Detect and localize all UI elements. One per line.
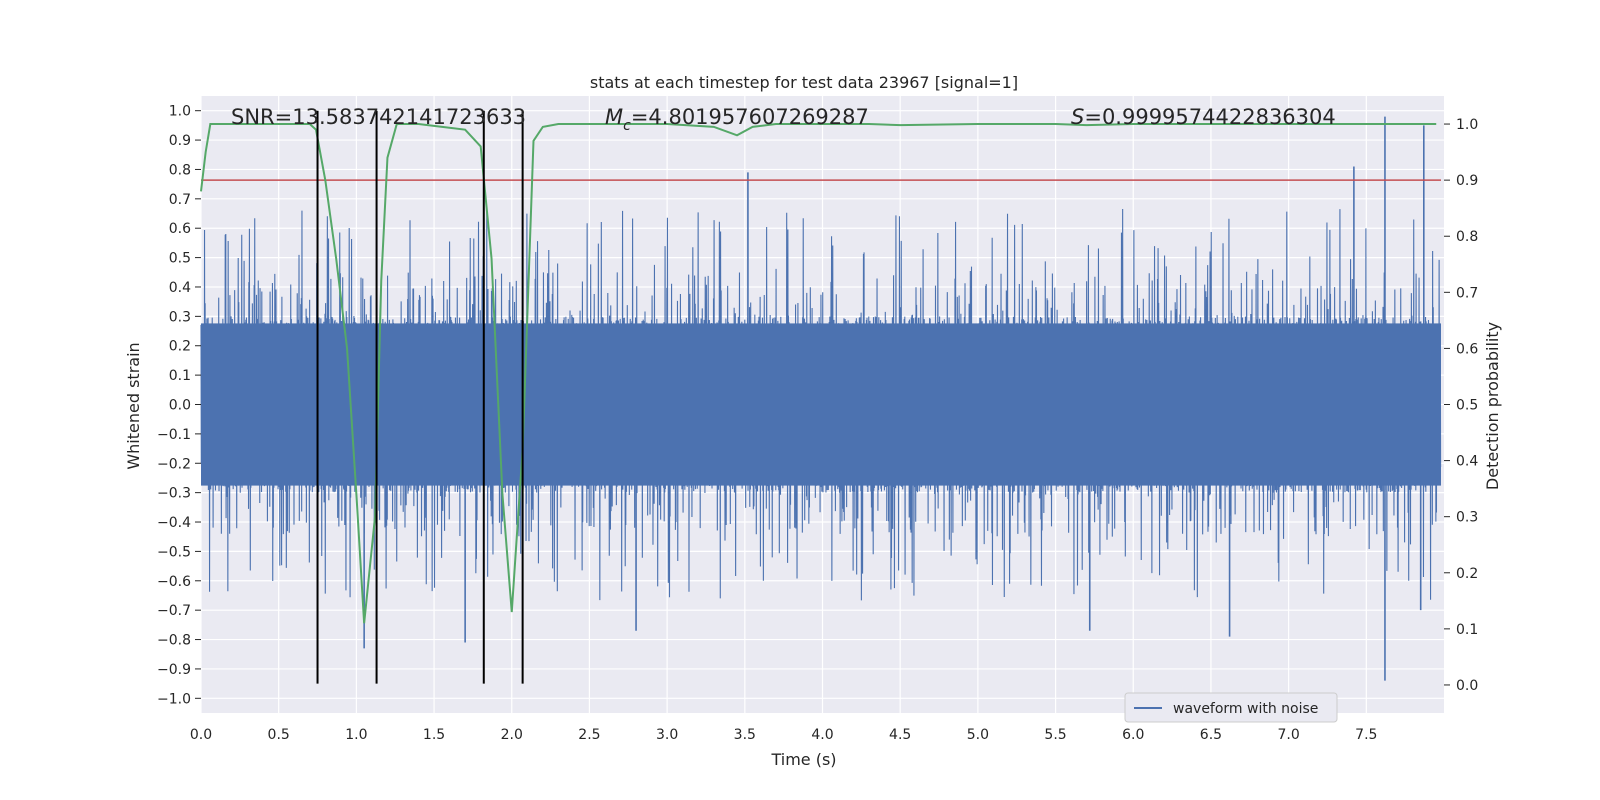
y-tick-label: 0.8 [169,162,191,178]
y-tick-label: −0.6 [157,574,191,590]
x-tick-label: 2.0 [501,727,523,743]
x-tick-label: 3.5 [734,727,756,743]
y-right-tick-label: 0.1 [1456,622,1478,638]
y-right-tick-label: 0.6 [1456,341,1478,357]
y-tick-label: 0.3 [169,309,191,325]
score-value: =0.9999574422836304 [1084,105,1335,129]
y-right-tick-label: 0.9 [1456,173,1478,189]
legend-label: waveform with noise [1173,701,1318,717]
x-tick-label: 7.0 [1277,727,1299,743]
y-right-tick-label: 0.4 [1456,454,1478,470]
legend-box [1124,692,1338,723]
x-tick-label: 2.5 [578,727,600,743]
chirp-mass-annotation: Mc=4.801957607269287 [605,105,869,134]
y-tick-label: −0.4 [157,515,191,531]
y-tick-label: 1.0 [169,104,191,120]
x-tick-label: 1.0 [345,727,367,743]
chart-title: stats at each timestep for test data 239… [590,73,1018,92]
y-axis-title: Whitened strain [124,342,143,469]
y-tick-label: −0.2 [157,456,191,472]
y-tick-label: 0.1 [169,368,191,384]
y-tick-label: 0.6 [169,221,191,237]
x-axis-title: Time (s) [770,750,836,769]
x-axis-ticks: 0.0 0.5 1.0 1.5 2.0 2.5 3.0 3.5 4.0 4.5 5.0 5.5 6.0 6… [190,727,1378,743]
y-tick-label: −0.9 [157,662,191,678]
x-tick-label: 1.5 [423,727,445,743]
x-tick-label: 4.0 [811,727,833,743]
y-axis-right-ticks: 1.0 0.9 0.8 0.7 0.6 0.5 0.4 0.3 0.2 0.1 0.0 [1444,117,1478,694]
y-tick-label: −0.8 [157,633,191,649]
x-tick-label: 6.0 [1122,727,1144,743]
y-right-tick-label: 0.2 [1456,566,1478,582]
y-right-tick-label: 1.0 [1456,117,1478,133]
legend: waveform with noise [1124,692,1338,723]
score-symbol: S [1071,105,1084,129]
x-tick-label: 6.5 [1200,727,1222,743]
y-tick-label: 0.2 [169,339,191,355]
y-tick-label: 0.9 [169,133,191,149]
snr-annotation: SNR=13.583742141723633 [231,105,526,129]
y-right-tick-label: 0.0 [1456,678,1478,694]
x-tick-label: 5.0 [967,727,989,743]
y-tick-label: −0.7 [157,603,191,619]
y-tick-label: −0.1 [157,427,191,443]
y-tick-label: −1.0 [157,691,191,707]
chirp-mass-value: =4.801957607269287 [631,105,869,129]
y-right-tick-label: 0.7 [1456,285,1478,301]
y-tick-label: −0.5 [157,544,191,560]
y-axis-right-title: Detection probability [1483,322,1502,490]
x-tick-label: 4.5 [889,727,911,743]
x-tick-label: 7.5 [1355,727,1377,743]
waveform-series [200,116,1442,681]
score-annotation: S=0.9999574422836304 [1071,105,1336,129]
probability-line [200,123,1437,624]
x-tick-label: 0.0 [190,727,212,743]
y-right-tick-label: 0.5 [1456,398,1478,414]
y-axis-ticks: 1.0 0.9 0.8 0.7 0.6 0.5 0.4 0.3 0.2 0.1 0.0 −0.1 −0.… [157,104,201,707]
chirp-mass-symbol: M [605,105,623,129]
x-tick-label: 3.0 [656,727,678,743]
waveform-core [201,323,1441,486]
y-right-tick-label: 0.3 [1456,510,1478,526]
chirp-mass-subscript: c [623,118,631,134]
probability-series [200,123,1437,624]
y-tick-label: −0.3 [157,486,191,502]
x-tick-label: 0.5 [268,727,290,743]
y-tick-label: 0.0 [169,398,191,414]
y-tick-label: 0.7 [169,192,191,208]
vertical-markers [316,110,524,684]
y-tick-label: 0.4 [169,280,191,296]
x-tick-label: 5.5 [1044,727,1066,743]
y-right-tick-label: 0.8 [1456,229,1478,245]
y-tick-label: 0.5 [169,251,191,267]
